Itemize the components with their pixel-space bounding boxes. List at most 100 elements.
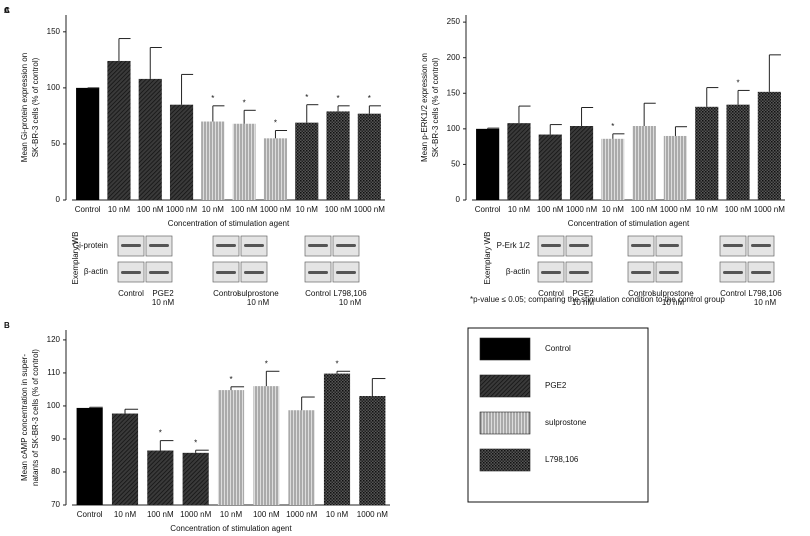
blot-lane-label: L798,106: [333, 289, 367, 298]
blot-lane-label: 10 nM: [247, 298, 270, 307]
bar: [253, 386, 280, 505]
x-tick-label: 10 nM: [108, 205, 131, 214]
x-tick-label: 10 nM: [696, 205, 719, 214]
blot-band: [569, 271, 589, 274]
bar: [232, 123, 256, 200]
blot-title: Exemplary WB: [483, 232, 492, 285]
bar: [263, 138, 288, 200]
bar: [147, 450, 174, 505]
blot-lane-label: 10 nM: [662, 298, 685, 307]
blot-band: [216, 244, 236, 247]
bar: [359, 396, 386, 505]
blot-band: [336, 271, 356, 274]
x-tick-label: 100 nM: [725, 205, 752, 214]
y-axis-title: SK-BR-3 cells (% of control): [31, 57, 40, 157]
legend-box: [467, 327, 649, 503]
bar: [169, 104, 194, 200]
blot-lane-label: Control: [118, 289, 144, 298]
bar: [201, 121, 225, 200]
x-tick-label: Control: [475, 205, 501, 214]
bar: [357, 113, 381, 200]
y-tick-label: 100: [47, 83, 61, 92]
bar: [476, 128, 500, 200]
blot-lane-label: PGE2: [152, 289, 174, 298]
significance-star: *: [736, 79, 739, 88]
x-tick-label: 100 nM: [325, 205, 352, 214]
blot-row-label: β-actin: [84, 267, 108, 276]
significance-star: *: [194, 438, 197, 447]
x-tick-label: 1000 nM: [354, 205, 385, 214]
blot-band: [308, 244, 328, 247]
blot-band: [244, 244, 264, 247]
y-tick-label: 120: [47, 335, 61, 344]
y-tick-label: 50: [451, 160, 460, 169]
blot-lane-label: sulprostone: [237, 289, 279, 298]
x-tick-label: 10 nM: [114, 510, 137, 519]
blot-lane-label: 10 nM: [152, 298, 175, 307]
x-axis-title: Concentration of stimulation agent: [168, 219, 290, 228]
blot-band: [631, 244, 651, 247]
blot-lane-label: Control: [213, 289, 239, 298]
x-tick-label: 1000 nM: [166, 205, 197, 214]
x-tick-label: Control: [75, 205, 101, 214]
x-tick-label: 100 nM: [147, 510, 174, 519]
significance-star: *: [229, 375, 232, 384]
panel-label: B: [4, 321, 10, 330]
significance-star: *: [274, 119, 277, 128]
blot-band: [308, 271, 328, 274]
x-tick-label: 100 nM: [253, 510, 280, 519]
bar: [601, 138, 625, 200]
blot-band: [569, 244, 589, 247]
blot-band: [216, 271, 236, 274]
y-tick-label: 150: [447, 88, 461, 97]
blot-lane-label: Control: [720, 289, 746, 298]
blot-band: [659, 244, 679, 247]
bar: [757, 91, 781, 200]
x-tick-label: 1000 nM: [357, 510, 388, 519]
significance-star: *: [336, 94, 339, 103]
legend-swatch: [479, 337, 531, 361]
y-tick-label: 50: [51, 139, 60, 148]
y-tick-label: 70: [51, 500, 60, 509]
panel-label: A: [4, 6, 10, 15]
blot-row-label: Gi-protein: [73, 241, 108, 250]
blot-band: [336, 244, 356, 247]
bar: [76, 87, 100, 200]
significance-star: *: [265, 359, 268, 368]
significance-star: *: [335, 359, 338, 368]
y-tick-label: 0: [56, 195, 61, 204]
bar: [663, 135, 688, 200]
blot-row-label: P-Erk 1/2: [497, 241, 531, 250]
x-tick-label: 100 nM: [631, 205, 658, 214]
blot-band: [723, 244, 743, 247]
y-tick-label: 90: [51, 434, 60, 443]
blot-band: [659, 271, 679, 274]
bar: [538, 134, 562, 200]
significance-star: *: [159, 429, 162, 438]
blot-band: [541, 271, 561, 274]
blot-lane-label: sulprostone: [652, 289, 694, 298]
blot-lane-label: 10 nM: [572, 298, 595, 307]
blot-band: [751, 271, 771, 274]
x-tick-label: 1000 nM: [260, 205, 291, 214]
legend-label: PGE2: [545, 381, 567, 390]
blot-row-label: β-actin: [506, 267, 530, 276]
blot-lane-label: PGE2: [572, 289, 594, 298]
legend-swatch: [479, 374, 531, 398]
significance-star: *: [368, 94, 371, 103]
blot-lane-label: Control: [628, 289, 654, 298]
x-tick-label: 1000 nM: [566, 205, 597, 214]
legend-label: sulprostone: [545, 418, 587, 427]
y-tick-label: 80: [51, 467, 60, 476]
blot-band: [149, 271, 169, 274]
blot-lane-label: 10 nM: [339, 298, 362, 307]
legend-label: Control: [545, 344, 571, 353]
bar: [217, 390, 245, 505]
x-tick-label: 10 nM: [220, 510, 243, 519]
blot-band: [541, 244, 561, 247]
x-axis-title: Concentration of stimulation agent: [170, 524, 292, 533]
footnote: *p-value ≤ 0.05; comparing the stimulati…: [470, 295, 725, 304]
blot-band: [149, 244, 169, 247]
x-tick-label: 1000 nM: [660, 205, 691, 214]
significance-star: *: [611, 122, 614, 131]
